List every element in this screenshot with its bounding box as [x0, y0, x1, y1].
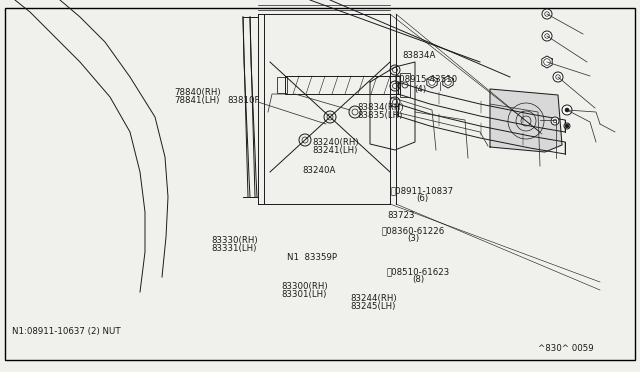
Circle shape — [564, 123, 570, 129]
Text: 83723: 83723 — [388, 211, 415, 220]
Text: ^830^ 0059: ^830^ 0059 — [538, 344, 593, 353]
Text: Ⓝ08510-61623: Ⓝ08510-61623 — [387, 267, 450, 276]
Circle shape — [565, 108, 569, 112]
Text: 78840(RH): 78840(RH) — [174, 88, 221, 97]
Text: (6): (6) — [416, 194, 428, 203]
Text: 83245(LH): 83245(LH) — [351, 302, 396, 311]
Polygon shape — [542, 56, 552, 68]
Bar — [400, 73, 410, 97]
Text: (8): (8) — [412, 275, 424, 284]
Text: 83330(RH): 83330(RH) — [211, 236, 258, 245]
Circle shape — [562, 105, 572, 115]
Text: 83300(RH): 83300(RH) — [282, 282, 328, 291]
Text: ⓝ08911-10837: ⓝ08911-10837 — [390, 186, 454, 195]
Text: 83835(LH): 83835(LH) — [357, 111, 403, 120]
Text: 83301(LH): 83301(LH) — [282, 290, 327, 299]
Polygon shape — [490, 89, 562, 152]
Text: 83834A: 83834A — [402, 51, 435, 60]
Text: 83244(RH): 83244(RH) — [351, 294, 397, 303]
Text: 83241(LH): 83241(LH) — [312, 146, 358, 155]
Text: (3): (3) — [407, 234, 419, 243]
Circle shape — [542, 9, 552, 19]
Polygon shape — [443, 76, 453, 88]
Text: 83240(RH): 83240(RH) — [312, 138, 359, 147]
Text: N1  83359P: N1 83359P — [287, 253, 337, 262]
Text: 83810F: 83810F — [228, 96, 260, 105]
Text: 78841(LH): 78841(LH) — [174, 96, 220, 105]
Text: 83331(LH): 83331(LH) — [211, 244, 257, 253]
Polygon shape — [427, 76, 437, 88]
Circle shape — [553, 72, 563, 82]
Text: Ⓝ08360-61226: Ⓝ08360-61226 — [381, 226, 445, 235]
Text: ⓖ08915-43510: ⓖ08915-43510 — [394, 74, 458, 83]
Text: (4): (4) — [415, 85, 427, 94]
Text: 83240A: 83240A — [302, 166, 335, 175]
Text: 83834(RH): 83834(RH) — [357, 103, 404, 112]
Circle shape — [542, 31, 552, 41]
Circle shape — [551, 117, 559, 125]
Bar — [277, 77, 287, 93]
Circle shape — [565, 124, 569, 128]
Text: N1:08911-10637 (2) NUT: N1:08911-10637 (2) NUT — [12, 327, 120, 336]
